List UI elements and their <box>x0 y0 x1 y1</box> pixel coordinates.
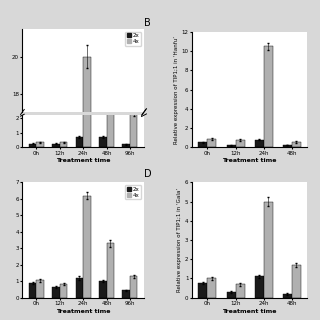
Bar <box>36 142 44 147</box>
Bar <box>60 284 67 298</box>
X-axis label: Treatment time: Treatment time <box>56 158 110 164</box>
Bar <box>227 145 236 147</box>
Bar <box>99 281 107 298</box>
Text: D: D <box>144 169 151 179</box>
Legend: 2x, 4x: 2x, 4x <box>125 32 141 46</box>
Bar <box>207 278 216 298</box>
Bar <box>83 57 91 320</box>
Bar <box>207 139 216 147</box>
Bar <box>130 276 138 298</box>
Bar <box>76 278 83 298</box>
Bar <box>107 243 114 298</box>
X-axis label: Treatment time: Treatment time <box>222 309 277 314</box>
Bar <box>255 140 264 147</box>
Text: B: B <box>144 18 150 28</box>
Bar <box>292 265 301 298</box>
Bar <box>76 137 83 147</box>
Bar <box>264 46 273 147</box>
Bar <box>83 0 91 147</box>
X-axis label: Treatment time: Treatment time <box>56 309 110 314</box>
Bar <box>36 280 44 298</box>
Bar <box>264 202 273 298</box>
Bar <box>60 142 67 147</box>
Bar <box>236 284 244 298</box>
Bar <box>123 290 130 298</box>
Bar <box>198 142 207 147</box>
Bar <box>29 283 36 298</box>
Y-axis label: Relative expression of TIP1;1 in ‘Hanfu’: Relative expression of TIP1;1 in ‘Hanfu’ <box>174 36 179 144</box>
Bar <box>227 292 236 298</box>
Bar <box>99 137 107 147</box>
Legend: 2x, 4x: 2x, 4x <box>125 185 141 199</box>
Bar <box>292 142 301 147</box>
Bar <box>198 283 207 298</box>
Bar <box>283 145 292 147</box>
Bar <box>123 144 130 147</box>
Y-axis label: Relative expression of TIP1;1 in ‘Gala’: Relative expression of TIP1;1 in ‘Gala’ <box>177 188 182 292</box>
Bar <box>236 140 244 147</box>
X-axis label: Treatment time: Treatment time <box>222 158 277 164</box>
Bar <box>52 144 60 147</box>
Bar <box>255 276 264 298</box>
Bar <box>283 294 292 298</box>
Bar <box>107 75 114 147</box>
Bar <box>130 114 138 147</box>
Bar <box>83 196 91 298</box>
Bar <box>29 144 36 147</box>
Bar <box>52 287 60 298</box>
